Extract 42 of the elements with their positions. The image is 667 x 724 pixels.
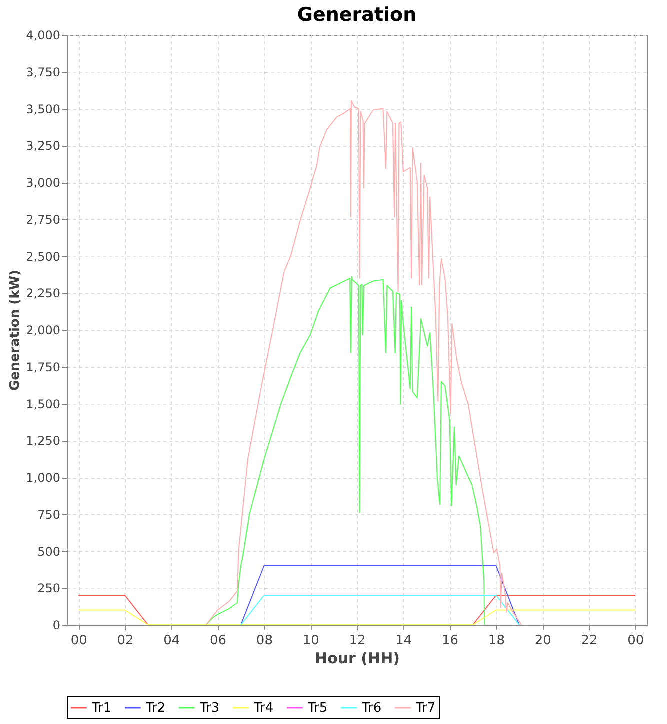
- x-tick-label: 02: [117, 634, 134, 648]
- x-tick-label: 18: [488, 634, 505, 648]
- y-tick-label: 1,750: [26, 360, 60, 374]
- legend-label: Tr7: [415, 701, 436, 716]
- y-tick-label: 4,000: [26, 28, 60, 42]
- legend-label: Tr5: [307, 701, 328, 716]
- line-series: [206, 100, 522, 625]
- x-tick-label: 14: [396, 634, 412, 648]
- y-axis-title: Generation (kW): [8, 270, 24, 391]
- x-tick-label: 08: [256, 634, 273, 648]
- x-tick-label: 00: [70, 634, 88, 648]
- x-tick-label: 00: [628, 634, 644, 648]
- y-tick-label: 1,500: [26, 397, 60, 412]
- line-series: [206, 276, 486, 625]
- x-tick-label: 22: [581, 634, 598, 648]
- legend-label: Tr4: [253, 701, 274, 716]
- y-tick-label: 1,000: [26, 471, 60, 485]
- y-tick-label: 3,500: [26, 102, 60, 116]
- y-tick-label: 3,750: [26, 65, 60, 80]
- y-tick-label: 2,250: [26, 286, 60, 301]
- y-tick-label: 0: [52, 618, 60, 632]
- y-tick-label: 250: [38, 582, 60, 596]
- y-tick-label: 3,000: [26, 176, 60, 190]
- y-tick-label: 2,000: [26, 324, 60, 338]
- y-tick-label: 2,750: [26, 212, 60, 227]
- chart-title: Generation: [297, 4, 417, 26]
- y-tick-label: 500: [38, 544, 60, 559]
- x-tick-label: 12: [349, 634, 366, 648]
- x-tick-label: 20: [534, 634, 552, 648]
- x-tick-label: 16: [442, 634, 459, 648]
- x-axis-title: Hour (HH): [315, 650, 400, 668]
- y-tick-label: 750: [38, 508, 60, 522]
- y-tick-label: 1,250: [26, 434, 60, 448]
- x-tick-label: 06: [210, 634, 227, 648]
- legend-label: Tr3: [199, 701, 220, 716]
- legend-label: Tr2: [145, 701, 166, 716]
- x-tick-label: 04: [164, 634, 180, 648]
- y-tick-label: 3,250: [26, 139, 60, 154]
- y-tick-label: 2,500: [26, 250, 60, 264]
- x-tick-label: 10: [302, 634, 320, 648]
- legend-label: Tr1: [91, 701, 112, 716]
- legend-label: Tr6: [361, 701, 382, 716]
